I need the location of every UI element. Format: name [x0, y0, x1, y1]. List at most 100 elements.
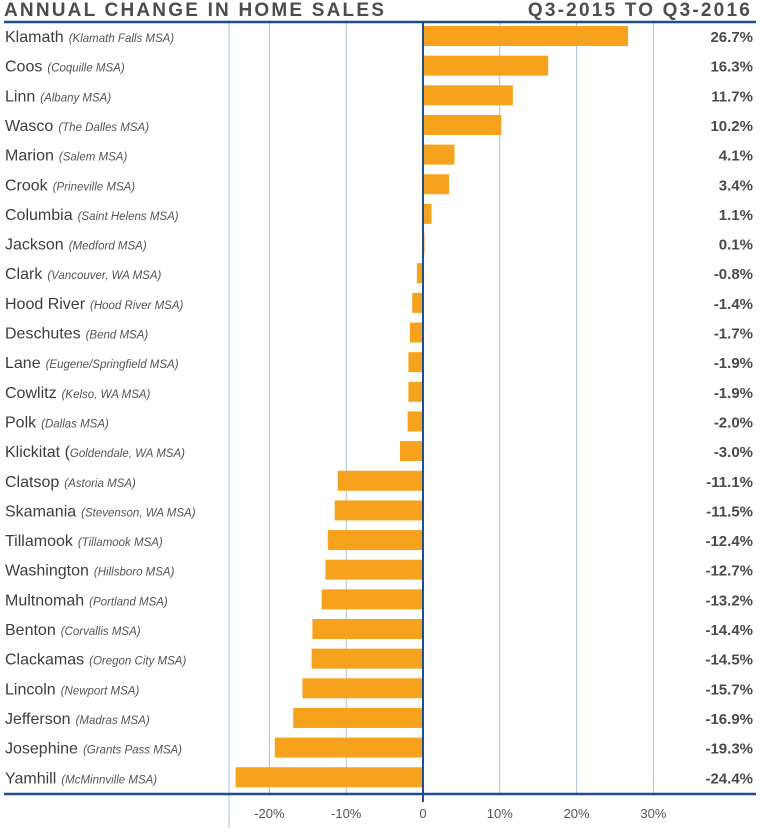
- data-label: 0.1%: [719, 237, 753, 254]
- data-label: -14.5%: [705, 652, 753, 669]
- data-label: 1.1%: [719, 207, 753, 224]
- data-label: -1.7%: [714, 326, 753, 343]
- data-label: -1.9%: [714, 385, 753, 402]
- category-label: Josephine (Grants Pass MSA): [5, 741, 182, 758]
- category-label: Washington (Hillsboro MSA): [5, 563, 175, 580]
- msa-name: (Eugene/Springfield MSA): [46, 359, 179, 371]
- msa-name: (Prineville MSA): [53, 181, 136, 193]
- msa-name: (Stevenson, WA MSA): [81, 507, 196, 519]
- bar: [412, 292, 423, 313]
- data-label: 16.3%: [710, 59, 753, 76]
- county-name: Wasco: [5, 118, 53, 135]
- category-label: Wasco (The Dalles MSA): [5, 118, 149, 135]
- bar: [409, 322, 423, 343]
- category-label: Tillamook (Tillamook MSA): [5, 533, 163, 550]
- bar: [325, 559, 423, 580]
- axes: [4, 20, 756, 802]
- bar: [311, 648, 423, 669]
- data-label: -3.0%: [714, 444, 753, 461]
- data-label: 3.4%: [719, 177, 753, 194]
- msa-name: (The Dalles MSA): [58, 122, 149, 134]
- county-name: Polk: [5, 414, 37, 431]
- category-label: Lincoln (Newport MSA): [5, 681, 139, 698]
- msa-name: (Hillsboro MSA): [94, 567, 175, 579]
- county-name: Klickitat (: [5, 444, 71, 461]
- bar: [423, 85, 513, 106]
- bar: [423, 114, 502, 135]
- msa-name: (Madras MSA): [76, 715, 150, 727]
- category-label: Marion (Salem MSA): [5, 148, 127, 165]
- bar: [334, 500, 423, 521]
- county-name: Clackamas: [5, 652, 84, 669]
- msa-name: (Vancouver, WA MSA): [47, 270, 161, 282]
- msa-name: (Grants Pass MSA): [83, 745, 182, 757]
- data-label: -2.0%: [714, 414, 753, 431]
- county-name: Coos: [5, 59, 42, 76]
- county-name: Benton: [5, 622, 56, 639]
- county-name: Deschutes: [5, 326, 81, 343]
- category-label: Polk (Dallas MSA): [5, 414, 109, 431]
- bar: [312, 619, 423, 639]
- county-name: Skamania: [5, 503, 76, 520]
- bar: [408, 381, 423, 402]
- data-label: 11.7%: [711, 88, 753, 105]
- chart-title: ANNUAL CHANGE IN HOME SALES: [4, 0, 387, 21]
- chart-period: Q3-2015 TO Q3-2016: [527, 0, 752, 21]
- msa-name: (Klamath Falls MSA): [69, 33, 175, 45]
- category-label: Lane (Eugene/Springfield MSA): [5, 355, 179, 372]
- msa-name: (Coquille MSA): [47, 63, 124, 75]
- msa-name: (Oregon City MSA): [89, 656, 186, 668]
- bar: [423, 203, 432, 224]
- data-label: -14.4%: [705, 622, 753, 639]
- county-name: Washington: [5, 563, 89, 580]
- category-label: Jackson (Medford MSA): [5, 237, 147, 254]
- category-label: Coos (Coquille MSA): [5, 59, 125, 76]
- msa-name: Goldendale, WA MSA): [70, 448, 185, 460]
- bar: [416, 263, 423, 284]
- msa-name: (Portland MSA): [89, 596, 168, 608]
- county-name: Linn: [5, 88, 35, 105]
- category-label: Columbia (Saint Helens MSA): [5, 207, 179, 224]
- category-label: Klamath (Klamath Falls MSA): [5, 29, 174, 46]
- data-label: -1.9%: [714, 355, 753, 372]
- value-labels: 26.7% 16.3% 11.7% 10.2% 4.1% 3.4% 1.1% 0.1% -0.8…: [705, 29, 753, 787]
- data-label: -24.4%: [705, 770, 753, 787]
- category-label: Linn (Albany MSA): [5, 88, 111, 105]
- bar: [407, 411, 423, 432]
- msa-name: (Astoria MSA): [64, 478, 136, 490]
- category-labels: Klamath (Klamath Falls MSA) Coos (Coquille …: [5, 29, 196, 787]
- msa-name: (Salem MSA): [59, 152, 128, 164]
- county-name: Lincoln: [5, 681, 56, 698]
- msa-name: (Tillamook MSA): [78, 537, 163, 549]
- category-label: Clackamas (Oregon City MSA): [5, 652, 186, 669]
- category-label: Benton (Corvallis MSA): [5, 622, 141, 639]
- x-tick-label: 10%: [487, 806, 513, 821]
- gridlines: [228, 22, 654, 828]
- data-label: -13.2%: [705, 592, 753, 609]
- county-name: Hood River: [5, 296, 86, 313]
- bar: [423, 174, 450, 195]
- county-name: Josephine: [5, 741, 78, 758]
- x-tick-label: 30%: [640, 806, 666, 821]
- county-name: Clatsop: [5, 474, 59, 491]
- msa-name: (Newport MSA): [61, 685, 140, 697]
- bar: [302, 678, 423, 699]
- county-name: Lane: [5, 355, 41, 372]
- county-name: Jefferson: [5, 711, 71, 728]
- x-tick-label: 20%: [564, 806, 590, 821]
- county-name: Columbia: [5, 207, 73, 224]
- data-label: -11.5%: [706, 503, 753, 520]
- x-tick-label: 0: [419, 806, 426, 821]
- bar: [321, 589, 423, 610]
- data-label: 26.7%: [710, 29, 753, 46]
- county-name: Multnomah: [5, 592, 84, 609]
- bar: [399, 441, 423, 462]
- county-name: Jackson: [5, 237, 64, 254]
- data-label: 10.2%: [710, 118, 753, 135]
- bar: [408, 352, 423, 373]
- bar: [274, 737, 423, 758]
- msa-name: (Dallas MSA): [41, 418, 109, 430]
- data-label: -15.7%: [705, 681, 753, 698]
- data-label: 4.1%: [719, 148, 753, 165]
- category-label: Multnomah (Portland MSA): [5, 592, 168, 609]
